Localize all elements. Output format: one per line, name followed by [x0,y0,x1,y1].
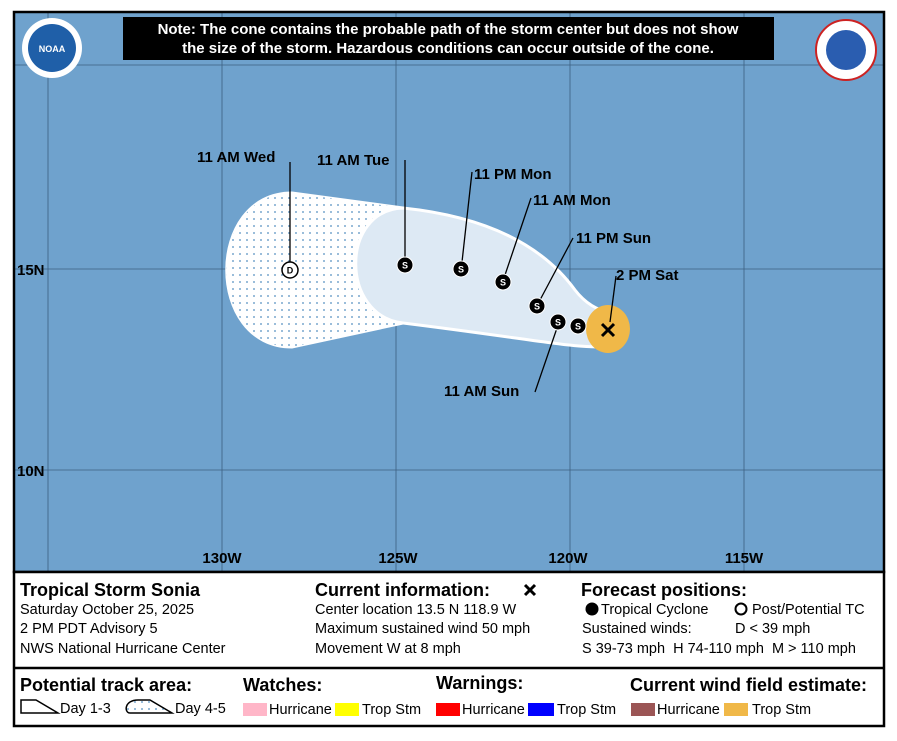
legend: Potential track area: Day 1-3 Day 4-5 Wa… [20,673,867,718]
logo-disc [826,30,866,70]
forecast-label: 11 AM Wed [197,149,275,166]
winds-d: D < 39 mph [735,621,810,637]
legend-title: Watches: [243,675,322,695]
legend-item: Trop Stm [362,702,421,718]
note-box [123,17,774,60]
axis-labels: 15N 10N 130W 125W 120W 115W [17,262,764,567]
storm-info: Tropical Storm Sonia Saturday October 25… [20,580,226,657]
nws-logo [815,19,877,81]
day13-icon [20,699,61,714]
current-title: Current information: [315,580,490,600]
winds-shm: S 39-73 mph H 74-110 mph M > 110 mph [582,641,856,657]
legend-item: Trop Stm [752,702,811,718]
position-marker [494,273,512,291]
position-marker [549,313,567,331]
forecast-label: 11 AM Tue [317,152,390,169]
lon-label: 125W [378,550,418,567]
winds-title: Sustained winds: [582,621,692,637]
noaa-logo: NOAA [22,18,82,78]
leaders [289,160,617,393]
forecast-info: Forecast positions: Tropical Cyclone Pos… [581,580,865,657]
leader [504,197,532,276]
lon-label: 115W [725,550,764,567]
info-panel [12,570,886,728]
post-icon [734,602,748,616]
legend-title: Current wind field estimate: [630,675,867,695]
storm-title: Tropical Storm Sonia [20,580,201,600]
legend-item: Hurricane [269,702,332,718]
storm-line: NWS National Hurricane Center [20,641,226,657]
current-line: Maximum sustained wind 50 mph [315,621,530,637]
lon-label: 120W [548,550,588,567]
leader [461,171,473,263]
day45-icon [125,699,175,714]
legend-item: Day 4-5 [175,701,226,717]
position-marker [396,256,414,274]
lat-label: 15N [17,262,45,279]
legend-title: Potential track area: [20,675,192,695]
forecast-title: Forecast positions: [581,580,747,600]
forecast-item: Post/Potential TC [752,602,865,618]
marker-letter: S [555,318,561,328]
current-line: Center location 13.5 N 118.9 W [315,602,517,618]
x-icon [523,583,537,597]
legend-title: Warnings: [436,673,523,693]
forecast-label: 11 PM Sun [576,230,651,247]
x-mark [600,322,616,338]
forecast-label: 11 AM Sun [444,383,519,400]
lon-label: 130W [202,550,242,567]
leader [539,237,574,301]
forecast-item: Tropical Cyclone [601,602,708,618]
marker-letter: S [575,322,581,332]
swatch [631,703,655,716]
tc-icon [585,602,599,616]
storm-line: Saturday October 25, 2025 [20,602,194,618]
note-line: Note: The cone contains the probable pat… [158,21,739,38]
forecast-label: 11 AM Mon [533,192,611,209]
cone-day45-dots [226,193,403,347]
swatch [335,703,359,716]
marker-letter: S [500,278,506,288]
lat-label: 10N [17,463,45,480]
marker-letter: S [458,265,464,275]
leader [609,275,617,323]
legend-item: Trop Stm [557,702,616,718]
swatch [528,703,554,716]
position-marker [281,261,299,279]
logo-text: NOAA [39,44,66,54]
markers: D S S S S S S [281,256,587,335]
storm-line: 2 PM PDT Advisory 5 [20,621,158,637]
swatch [436,703,460,716]
current-position [600,322,616,338]
position-marker [452,260,470,278]
leader [534,327,558,393]
swatch [724,703,748,716]
marker-letter: S [402,261,408,271]
position-marker [528,297,546,315]
legend-item: Hurricane [462,702,525,718]
marker-letter: S [534,302,540,312]
current-info: Current information: Center location 13.… [315,580,537,657]
forecast-label: 11 PM Mon [474,166,552,183]
current-line: Movement W at 8 mph [315,641,461,657]
legend-item: Day 1-3 [60,701,111,717]
swatch [243,703,267,716]
legend-item: Hurricane [657,702,720,718]
position-marker [569,317,587,335]
forecast-label: 2 PM Sat [616,267,679,284]
logo-disc [28,24,76,72]
note-line: the size of the storm. Hazardous conditi… [182,40,714,57]
marker-letter: D [287,266,294,276]
forecast-labels: 11 AM Wed 11 AM Tue 11 PM Mon 11 AM Mon … [197,149,679,400]
